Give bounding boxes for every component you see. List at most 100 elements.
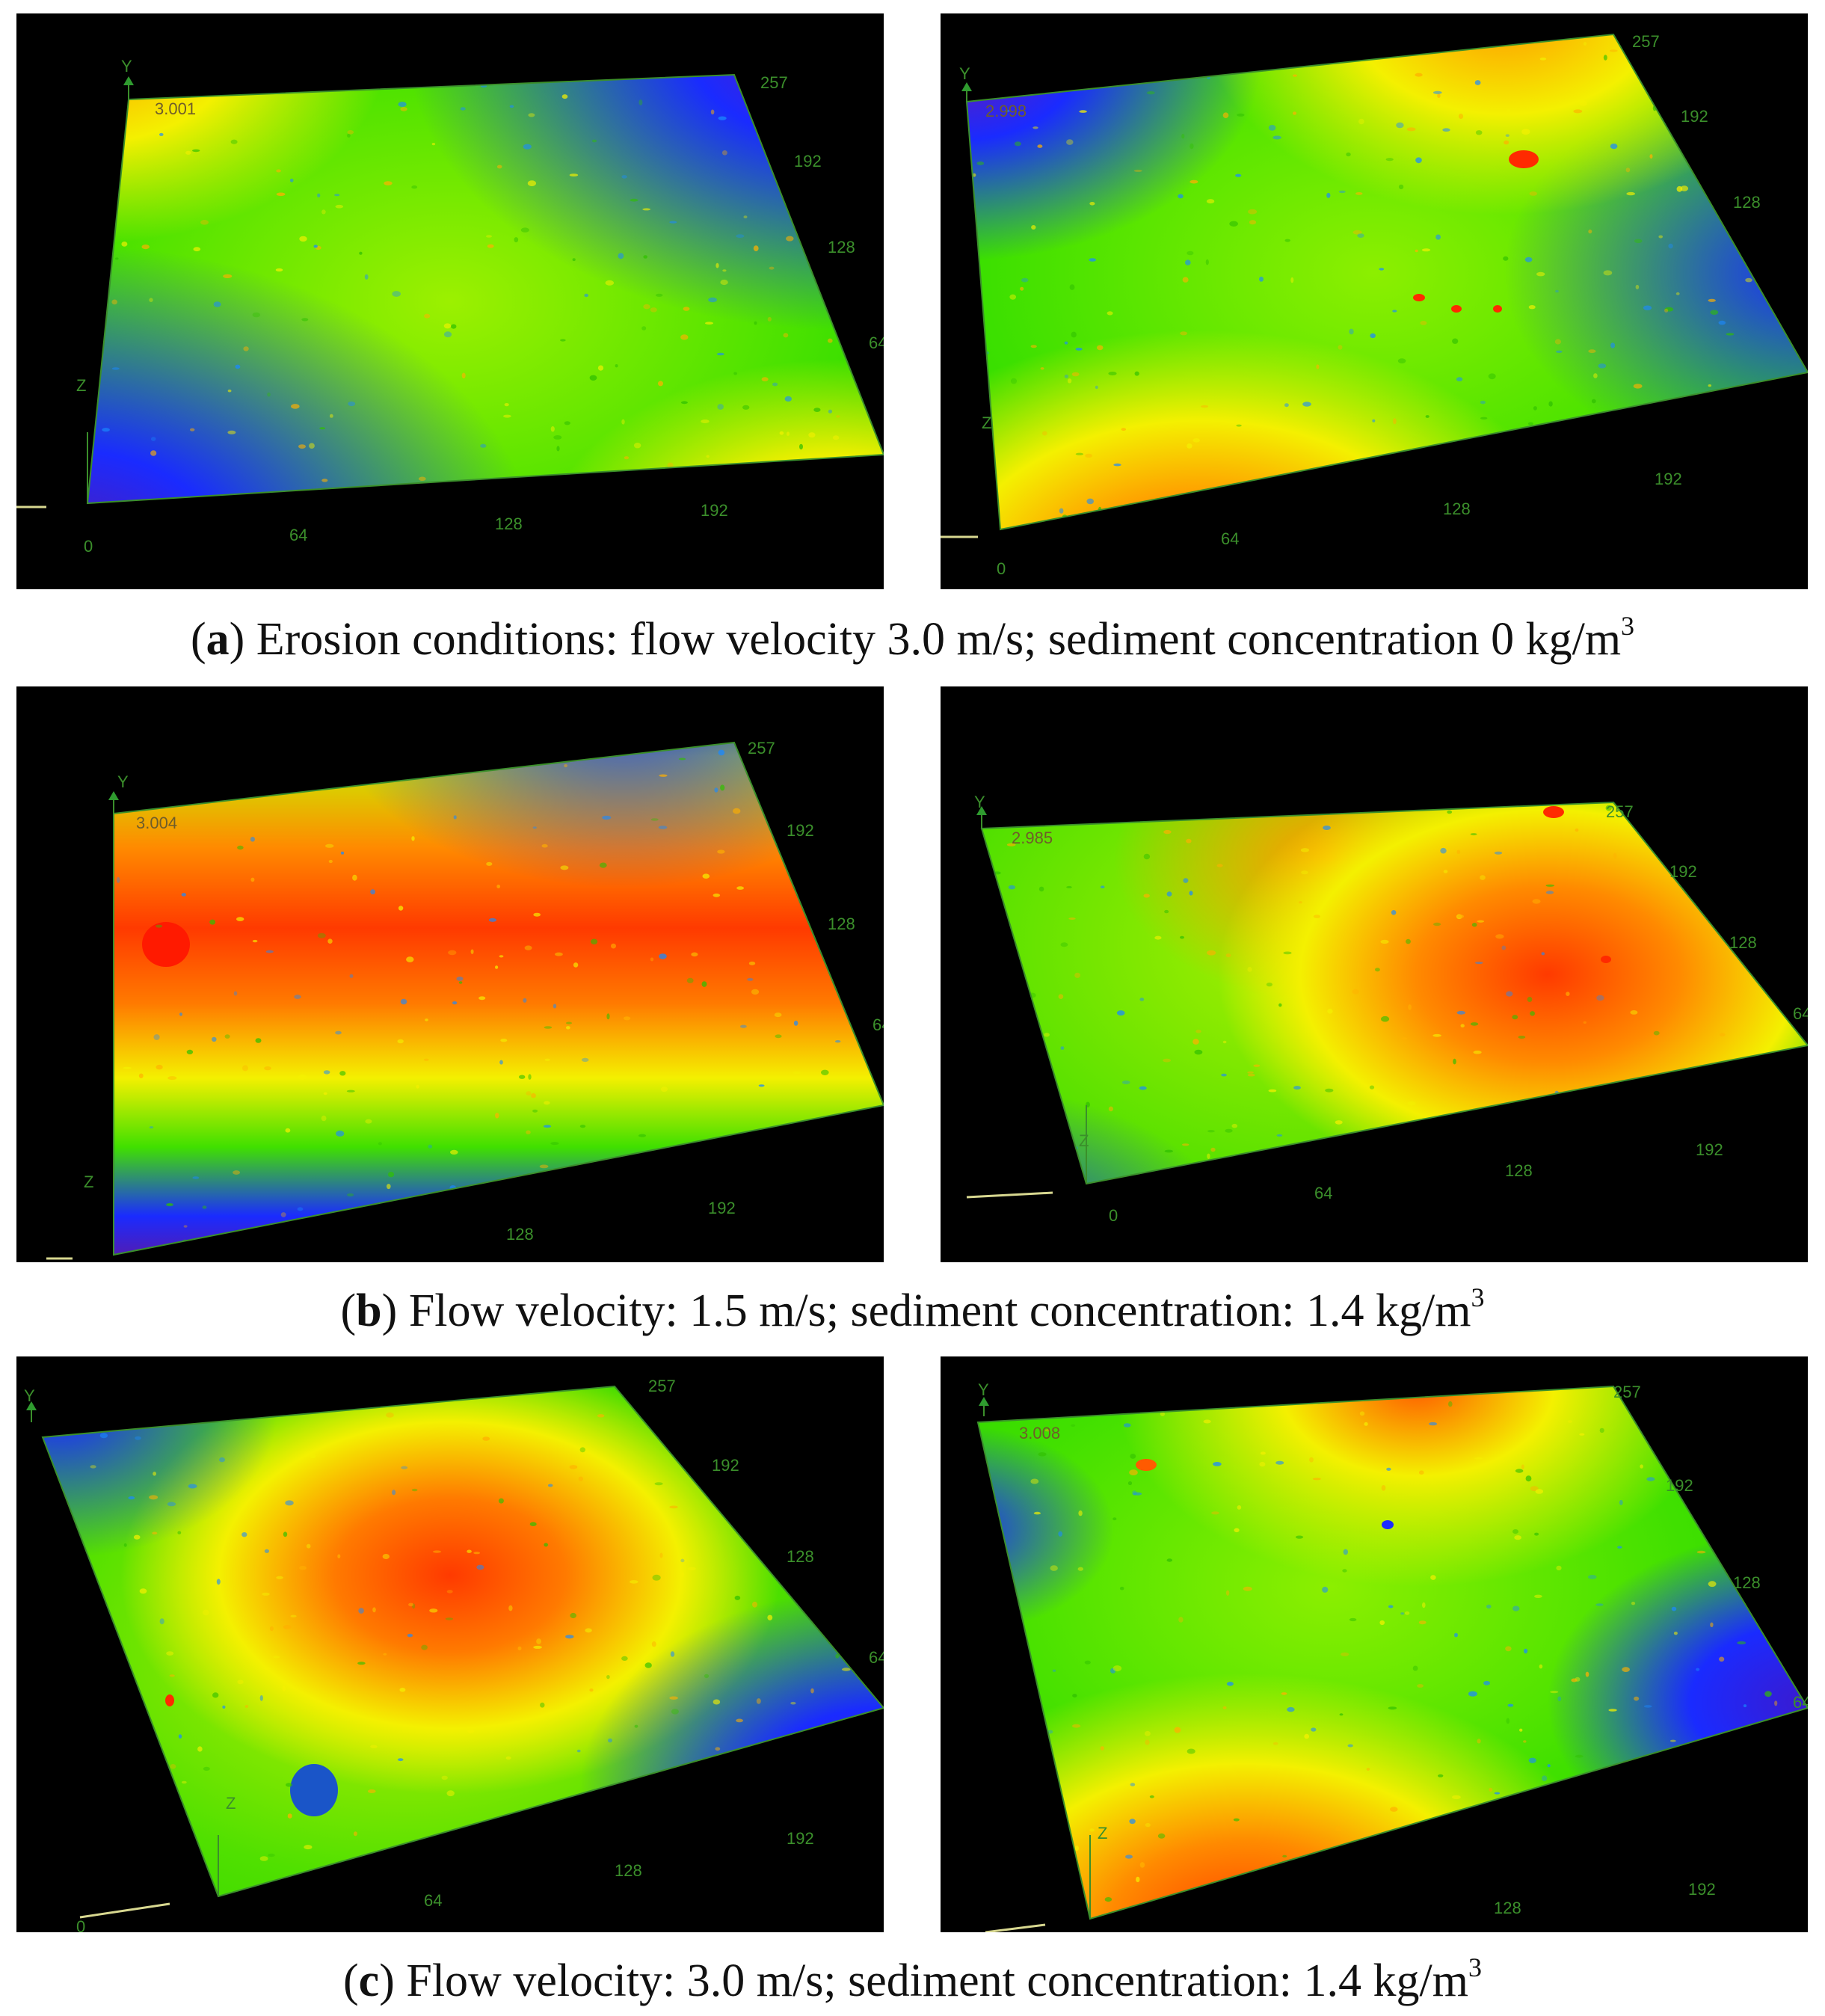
surface-speckle [1568,1177,1575,1181]
surface-speckle [1110,1668,1116,1674]
surface-speckle [736,1370,741,1373]
surface-speckle [1557,1696,1562,1702]
surface-speckle [1717,1924,1726,1928]
surface-speckle [401,1466,408,1469]
surface-speckle [1021,1125,1030,1128]
surface-speckle [1021,553,1028,557]
surface-speckle [387,1184,391,1190]
surface-speckle [1668,243,1673,249]
surface-speckle [197,1746,203,1752]
surface-speckle [1187,1748,1195,1754]
surface-speckle [555,952,563,956]
surface-speckle [1363,480,1371,487]
surface-speckle [1007,934,1012,937]
surface-speckle [285,1500,294,1506]
surface-speckle [1631,1602,1636,1605]
axis-label-z: Z [226,1794,236,1813]
value-label: 2.985 [1012,829,1053,847]
axis-label-y: Y [121,57,132,76]
surface-speckle [419,710,426,716]
surface-speckle [1495,1845,1500,1848]
surface-speckle [952,807,960,813]
surface-speckle [1530,1011,1535,1016]
surface-speckle [1038,1452,1047,1457]
surface-speckle [132,1703,140,1706]
surface-speckle [1603,270,1613,276]
surface-speckle [1338,345,1343,350]
surface-speckle [1475,130,1483,135]
surface-speckle [1750,749,1758,753]
surface-speckle [751,989,760,995]
surface-speckle [1236,424,1242,427]
surface-speckle [1501,1368,1506,1371]
surface-speckle [856,1715,860,1720]
surface-speckle [159,1618,164,1625]
surface-speckle [1376,558,1384,564]
surface-speckle [1506,1718,1509,1724]
surface-speckle [1267,45,1271,49]
value-label: 3.004 [136,814,177,832]
surface-speckle [16,494,22,496]
surface-speckle [212,1036,217,1042]
surface-speckle [346,1090,355,1092]
surface-speckle [42,941,48,944]
surface-speckle [1237,1505,1242,1510]
surface-speckle [1293,1086,1301,1090]
surface-speckle [1171,556,1180,561]
surface-speckle [411,836,415,841]
surface-speckle [448,950,457,956]
surface-speckle [526,1091,532,1096]
surface-speckle [1794,542,1800,547]
surface-speckle [149,1495,159,1500]
surface-speckle [1794,950,1801,953]
surface-speckle [1550,1691,1559,1694]
surface-speckle [1429,1422,1438,1426]
surface-speckle [723,479,731,485]
surface-speckle [961,46,967,51]
surface-speckle [87,75,96,79]
surface-speckle [1272,135,1281,140]
surface-speckle [1533,13,1541,17]
surface-speckle [291,404,300,409]
surface-speckle [460,737,467,742]
surface-speckle [790,1701,796,1705]
surface-speckle [166,1651,174,1656]
surface-speckle [687,1567,696,1570]
surface-speckle [450,1366,459,1372]
surface-speckle [339,1071,346,1076]
surface-speckle [222,1705,226,1709]
surface-speckle [1132,701,1141,705]
surface-speckle [1728,1070,1735,1073]
surface-speckle [252,312,261,318]
surface-speckle [1521,1464,1524,1469]
surface-speckle [392,291,401,297]
caption-letter: b [356,1285,382,1336]
surface-speckle [1480,875,1486,880]
surface-speckle [323,1070,330,1075]
tick-bottom-0: 0 [997,559,1006,578]
surface-speckle [1366,1768,1370,1771]
surface-speckle [97,1882,102,1886]
surface-speckle [1226,1590,1230,1596]
surface-speckle [1283,951,1292,955]
surface-speckle [564,763,567,768]
surface-speckle [1040,1403,1049,1409]
surface-speckle [544,566,552,572]
surface-speckle [84,967,88,972]
surface-speckle [1095,385,1098,390]
surface-speckle [504,403,509,407]
surface-speckle [288,1377,295,1383]
surface-speckle [1096,345,1104,351]
surface-speckle [1047,34,1053,35]
surface-speckle [40,355,44,358]
surface-speckle [224,1925,228,1929]
surface-speckle [1077,1567,1083,1571]
surface-speckle [1266,983,1272,987]
surface-speckle [540,1702,545,1708]
surface-speckle [101,1664,106,1668]
surface-speckle [1799,1905,1805,1908]
surface-speckle [1325,1088,1334,1092]
surface-speckle [357,23,365,28]
surface-speckle [233,1170,241,1175]
surface-speckle [1316,364,1320,369]
